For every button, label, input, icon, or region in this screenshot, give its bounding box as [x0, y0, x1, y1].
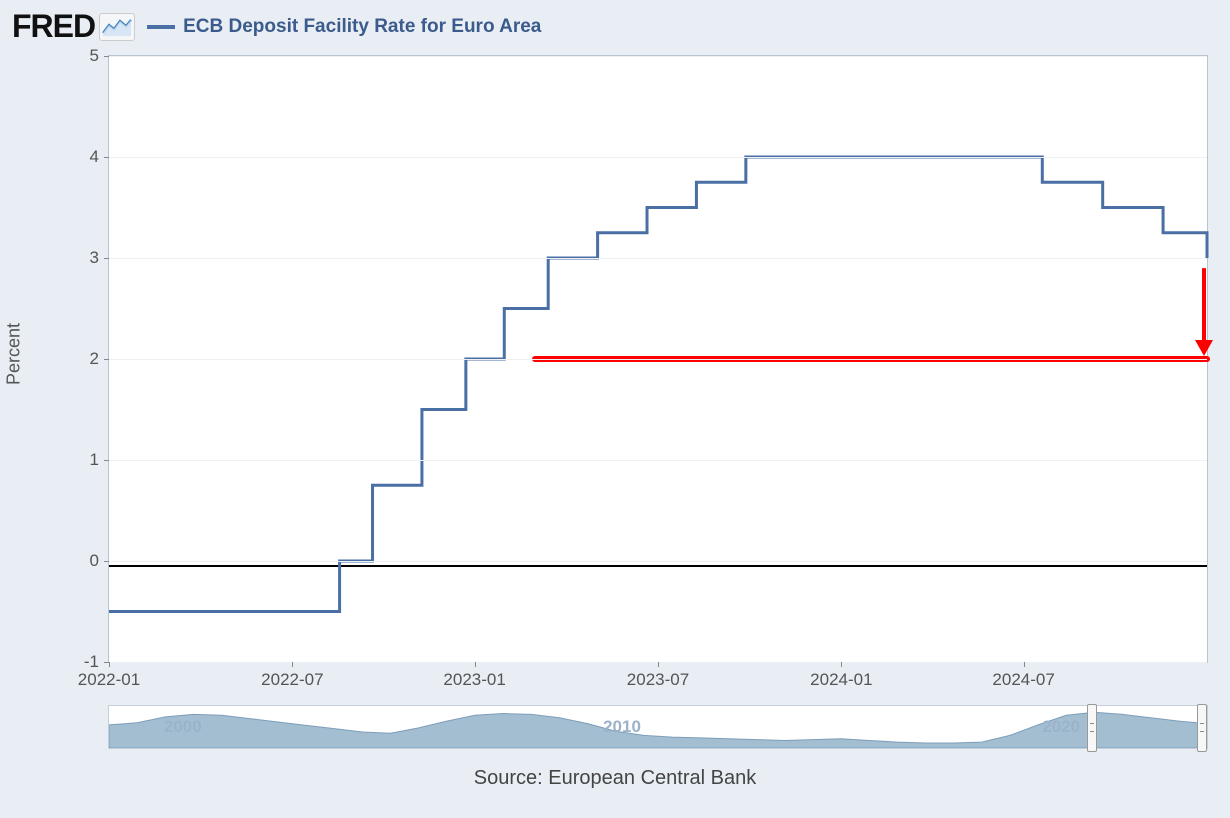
time-range-slider[interactable]: 2000 2010 2020	[108, 705, 1208, 749]
chart-wrap: Percent -10123452022-012022-072023-01202…	[8, 55, 1222, 749]
range-year-label: 2020	[1042, 717, 1080, 737]
legend-label: ECB Deposit Facility Rate for Euro Area	[183, 16, 541, 38]
chart-plot-area[interactable]: -10123452022-012022-072023-012023-072024…	[108, 55, 1208, 663]
y-axis-label: Percent	[4, 323, 25, 385]
legend-item[interactable]: ECB Deposit Facility Rate for Euro Area	[147, 16, 541, 38]
range-handle-left[interactable]	[1087, 704, 1097, 752]
fred-logo[interactable]: FRED	[12, 8, 135, 45]
logo-text: FRED	[12, 8, 95, 45]
source-line: Source: European Central Bank	[8, 767, 1222, 790]
logo-chart-icon	[99, 13, 135, 41]
range-year-label: 2000	[164, 717, 202, 737]
legend-swatch	[147, 25, 175, 29]
chart-header: FRED ECB Deposit Facility Rate for Euro …	[8, 8, 1222, 49]
range-year-label: 2010	[603, 717, 641, 737]
range-handle-right[interactable]	[1197, 704, 1207, 752]
